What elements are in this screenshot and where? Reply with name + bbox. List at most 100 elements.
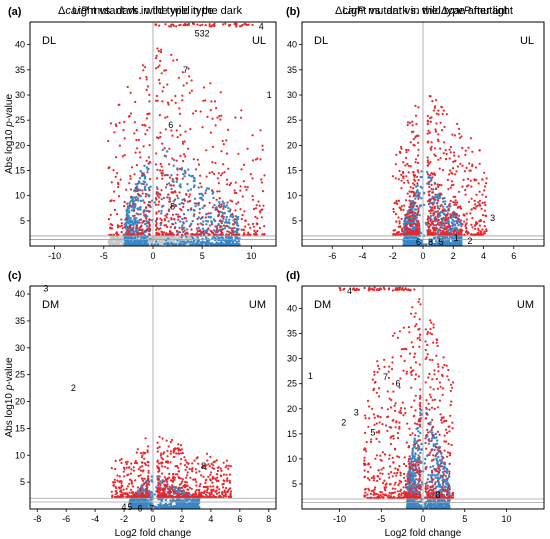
sig-point: [256, 222, 259, 225]
sig-point: [198, 211, 201, 214]
sig-point: [459, 228, 462, 231]
sig-point: [146, 228, 149, 231]
nonsig-point: [444, 243, 447, 246]
sig-point: [171, 213, 175, 216]
sig-point: [431, 100, 434, 103]
sig-point: [411, 202, 415, 205]
sig-point: [417, 154, 420, 157]
sig-point: [143, 462, 147, 465]
sig-point: [426, 156, 429, 159]
sig-point: [433, 172, 436, 175]
sig-point: [449, 186, 452, 189]
nonsig-point: [145, 166, 149, 169]
sig-point: [183, 464, 186, 467]
sig-point: [200, 185, 203, 188]
sig-point: [207, 463, 210, 466]
sig-point: [136, 182, 139, 185]
sig-point: [133, 121, 136, 124]
sig-point: [438, 212, 441, 215]
sig-point: [404, 199, 407, 202]
sig-point: [120, 461, 123, 465]
nonsig-point: [430, 241, 433, 244]
sig-point: [406, 162, 409, 165]
nonsig-point: [191, 237, 195, 240]
sig-point: [178, 167, 182, 170]
sig-point: [439, 205, 442, 208]
sig-point: [249, 233, 252, 236]
sig-point: [430, 148, 433, 151]
sig-point: [434, 130, 437, 133]
nonsig-point: [140, 235, 143, 239]
sig-point: [108, 166, 111, 169]
sig-point: [453, 160, 456, 163]
sig-point: [464, 153, 467, 156]
sig-point: [469, 212, 472, 215]
sig-point: [411, 124, 414, 127]
nonsig-point: [136, 207, 139, 210]
sig-point: [142, 183, 145, 186]
nonsig-point: [225, 215, 228, 219]
sig-point: [119, 178, 122, 181]
sig-point: [429, 160, 432, 164]
sig-point: [240, 228, 243, 231]
sig-point: [429, 232, 432, 235]
sig-point: [154, 23, 157, 26]
sig-point: [139, 452, 143, 455]
sig-point: [156, 187, 159, 191]
sig-point: [125, 232, 128, 235]
nonsig-point: [429, 176, 432, 179]
sig-point: [464, 188, 467, 192]
sig-point: [445, 230, 448, 233]
nonsig-point: [199, 217, 203, 220]
y-tick-label: 5: [292, 216, 297, 226]
sig-point: [220, 205, 223, 208]
sig-point: [220, 150, 223, 153]
sig-point: [445, 152, 448, 156]
nonsig-point: [172, 158, 176, 162]
sig-point: [408, 231, 411, 234]
sig-point: [145, 217, 148, 220]
sig-point: [168, 25, 171, 28]
sig-point: [412, 138, 415, 141]
nonsig-point: [453, 227, 457, 230]
sig-point: [181, 228, 184, 231]
sig-point: [163, 218, 166, 221]
nonsig-point: [157, 503, 160, 506]
sig-point: [142, 69, 145, 72]
sig-point: [478, 190, 481, 193]
nonsig-point: [196, 236, 200, 239]
sig-point: [451, 133, 454, 136]
sig-point: [394, 233, 397, 236]
sig-point: [432, 224, 436, 227]
sig-point: [392, 207, 395, 211]
sig-point: [451, 167, 455, 170]
sig-point: [465, 185, 468, 188]
nonsig-point: [433, 236, 437, 239]
sig-point: [435, 112, 438, 115]
sig-point: [139, 232, 142, 235]
nonsig-point: [135, 217, 138, 220]
sig-point: [168, 196, 171, 199]
sig-point: [118, 103, 121, 106]
quadrant-label-left: DL: [314, 35, 328, 47]
sig-point: [470, 185, 473, 188]
sig-point: [478, 162, 481, 165]
nonsig-point: [190, 506, 193, 509]
sig-point: [240, 109, 243, 112]
sig-point: [261, 190, 265, 193]
sig-point: [170, 53, 173, 57]
sig-point: [192, 22, 196, 26]
sig-point: [397, 231, 400, 234]
nonsig-point: [227, 210, 230, 213]
sig-point: [167, 193, 170, 196]
sig-point: [413, 175, 416, 178]
sig-point: [187, 67, 190, 70]
sig-point: [179, 133, 182, 136]
sig-point: [394, 163, 397, 166]
nonsig-point: [197, 226, 201, 230]
sig-point: [465, 166, 468, 169]
nonsig-point: [455, 240, 458, 243]
sig-point: [129, 177, 132, 180]
sig-point: [218, 491, 221, 494]
sig-point: [199, 24, 202, 27]
